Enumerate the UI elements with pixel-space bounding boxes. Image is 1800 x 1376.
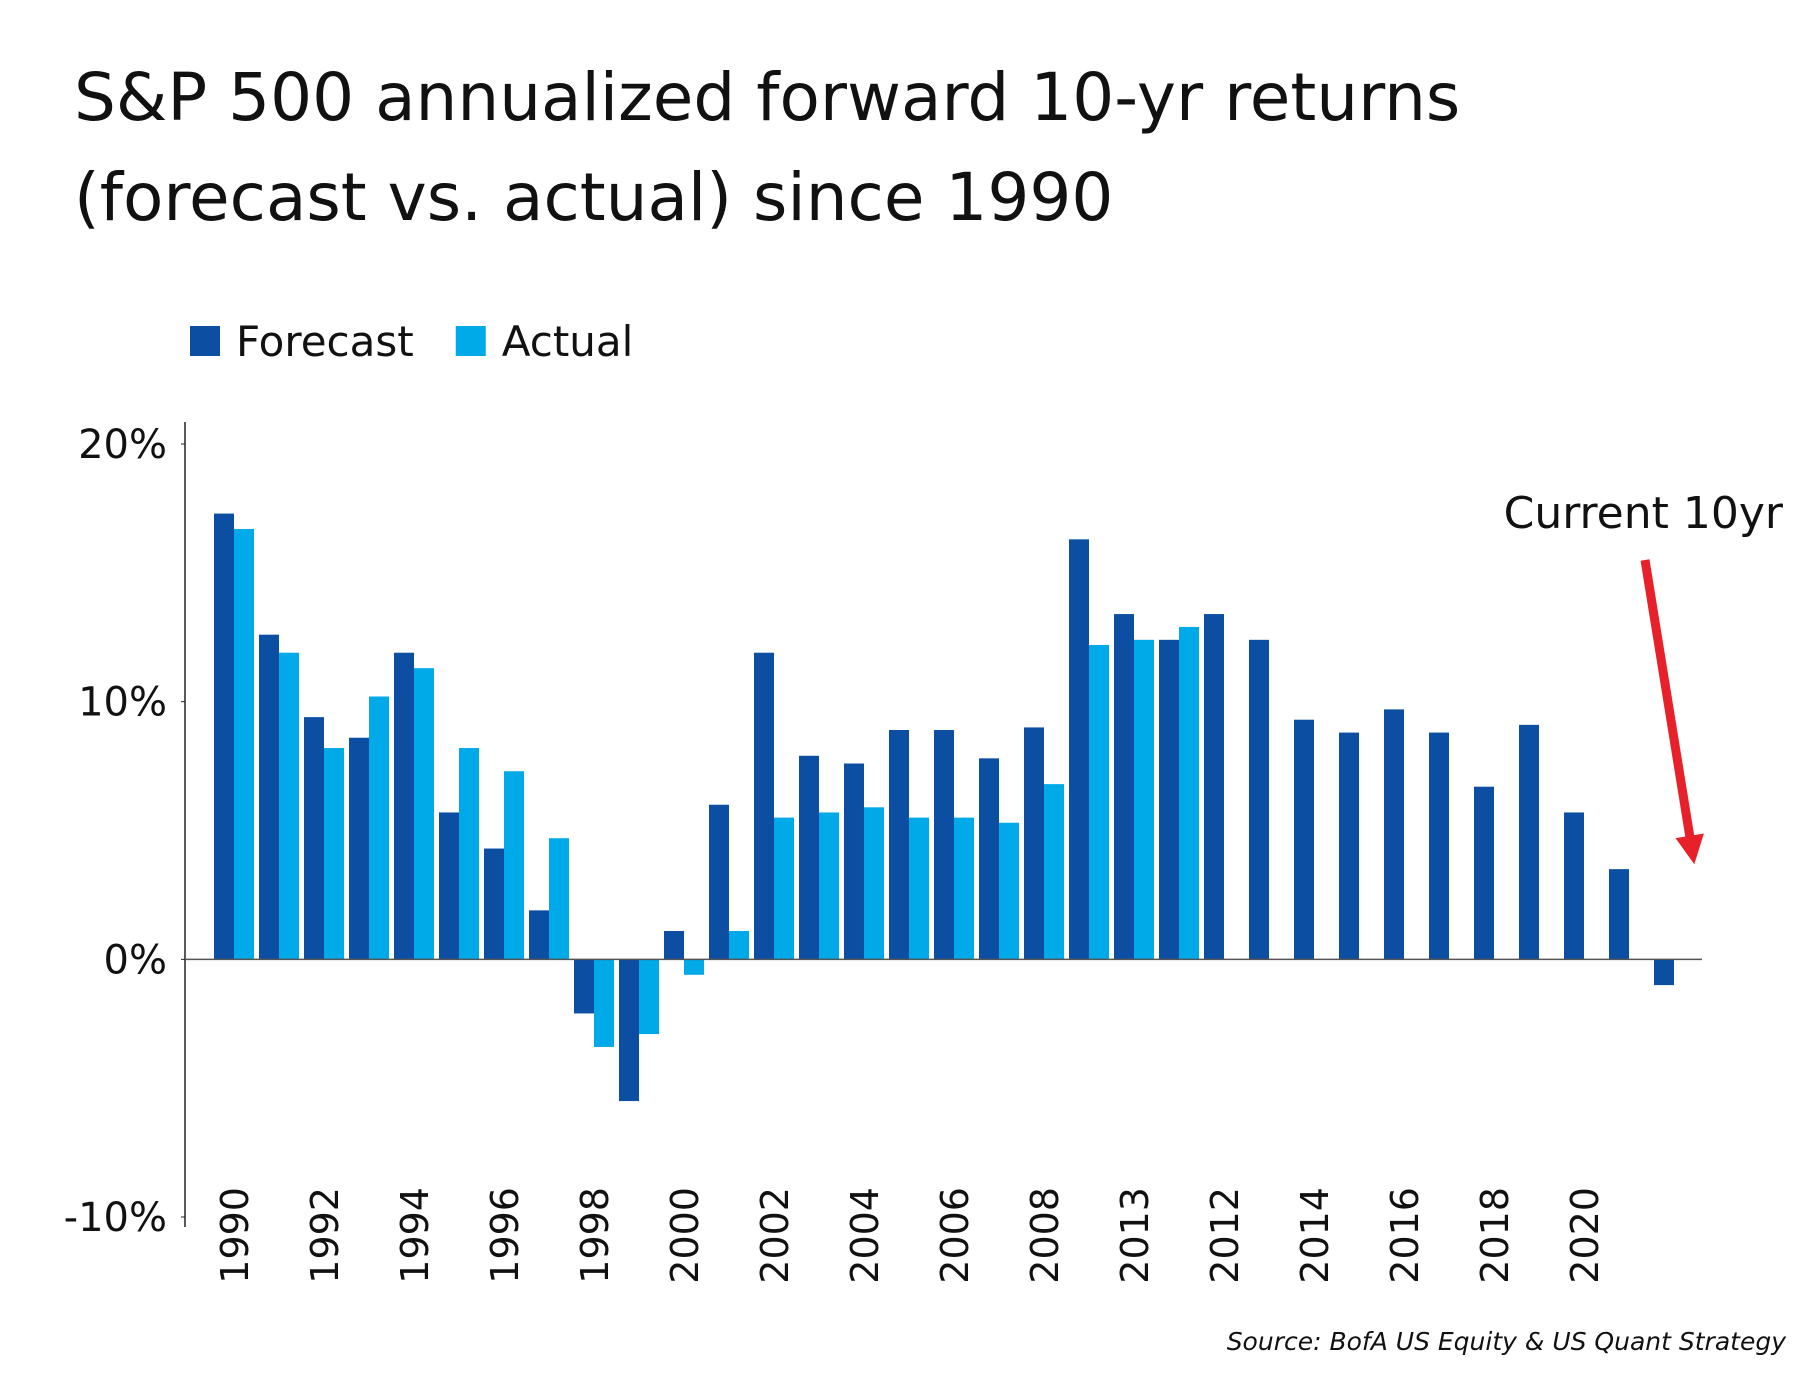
bar <box>1114 614 1134 960</box>
bar <box>819 812 839 960</box>
bar <box>324 748 344 960</box>
annotation: Current 10yr <box>1504 488 1784 539</box>
x-tick-label: 2006 <box>933 1187 977 1284</box>
bar <box>369 696 389 960</box>
bar <box>954 817 974 960</box>
source: Source: BofA US Equity & US Quant Strate… <box>1227 1327 1788 1356</box>
bar <box>504 771 524 960</box>
bar <box>754 652 774 960</box>
bar <box>979 758 999 960</box>
bar <box>799 755 819 960</box>
bar <box>999 822 1019 960</box>
bar <box>1474 786 1494 960</box>
annotation-arrow <box>1640 559 1704 865</box>
bar <box>639 959 659 1035</box>
y-tick-label: 0% <box>104 937 167 983</box>
bar <box>1089 644 1109 960</box>
bar <box>594 959 614 1047</box>
bar <box>684 959 704 975</box>
chart-title: S&P 500 annualized forward 10-yr returns… <box>74 59 1461 236</box>
bar <box>1519 724 1539 960</box>
bar <box>414 668 434 960</box>
x-tick-label: 2018 <box>1473 1187 1517 1284</box>
bar <box>529 910 549 960</box>
bar <box>439 812 459 960</box>
bar <box>459 748 479 960</box>
x-tick-label: 2016 <box>1383 1187 1427 1284</box>
bar <box>889 730 909 960</box>
bar <box>934 730 954 960</box>
legend-swatch <box>455 326 486 356</box>
bar <box>774 817 794 960</box>
x-tick-label: 2008 <box>1023 1187 1067 1284</box>
x-tick-label: 1996 <box>483 1187 527 1284</box>
bar <box>1249 639 1269 960</box>
bar <box>394 652 414 960</box>
bar <box>844 763 864 960</box>
bar <box>259 634 279 960</box>
x-tick-label: 2000 <box>663 1187 707 1284</box>
x-tick-label: 1994 <box>393 1187 437 1284</box>
legend-label: Actual <box>502 317 634 366</box>
bar <box>1179 626 1199 960</box>
bar <box>1024 727 1044 960</box>
bar <box>1044 784 1064 960</box>
bar <box>1134 639 1154 960</box>
y-tick-label: -10% <box>64 1195 167 1241</box>
x-tick-label: 2014 <box>1293 1187 1337 1284</box>
bar <box>484 848 504 960</box>
x-tick-label: 1998 <box>573 1187 617 1284</box>
bar <box>1159 639 1179 960</box>
bar <box>304 717 324 960</box>
bar <box>1339 732 1359 960</box>
y-tick-label: 20% <box>78 422 167 468</box>
x-tick-label: 2002 <box>753 1187 797 1284</box>
bar <box>1294 719 1314 960</box>
x-tick-label: 1990 <box>213 1187 257 1284</box>
bar <box>1609 869 1629 960</box>
bar <box>1069 539 1089 960</box>
bar <box>1429 732 1449 960</box>
bar <box>1654 959 1674 986</box>
bar <box>619 959 639 1102</box>
bar <box>279 652 299 960</box>
bar <box>864 807 884 960</box>
x-tick-label: 2020 <box>1563 1187 1607 1284</box>
x-tick-label: 2013 <box>1113 1187 1157 1284</box>
x-tick-label: 1992 <box>303 1187 347 1284</box>
bar <box>214 513 234 960</box>
bar <box>549 838 569 960</box>
bar <box>664 930 684 960</box>
bar <box>574 959 594 1014</box>
x-tick-label: 2004 <box>843 1187 887 1284</box>
y-tick-label: 10% <box>78 680 167 726</box>
bar <box>729 930 749 960</box>
x-tick-label: 2012 <box>1203 1187 1247 1284</box>
legend-swatch <box>190 326 220 356</box>
bar <box>909 817 929 960</box>
bar <box>1204 614 1224 960</box>
bar <box>709 804 729 960</box>
bar <box>349 737 369 960</box>
legend-label: Forecast <box>236 317 414 366</box>
bar <box>1564 812 1584 960</box>
bar <box>234 529 254 960</box>
bar <box>1384 709 1404 960</box>
